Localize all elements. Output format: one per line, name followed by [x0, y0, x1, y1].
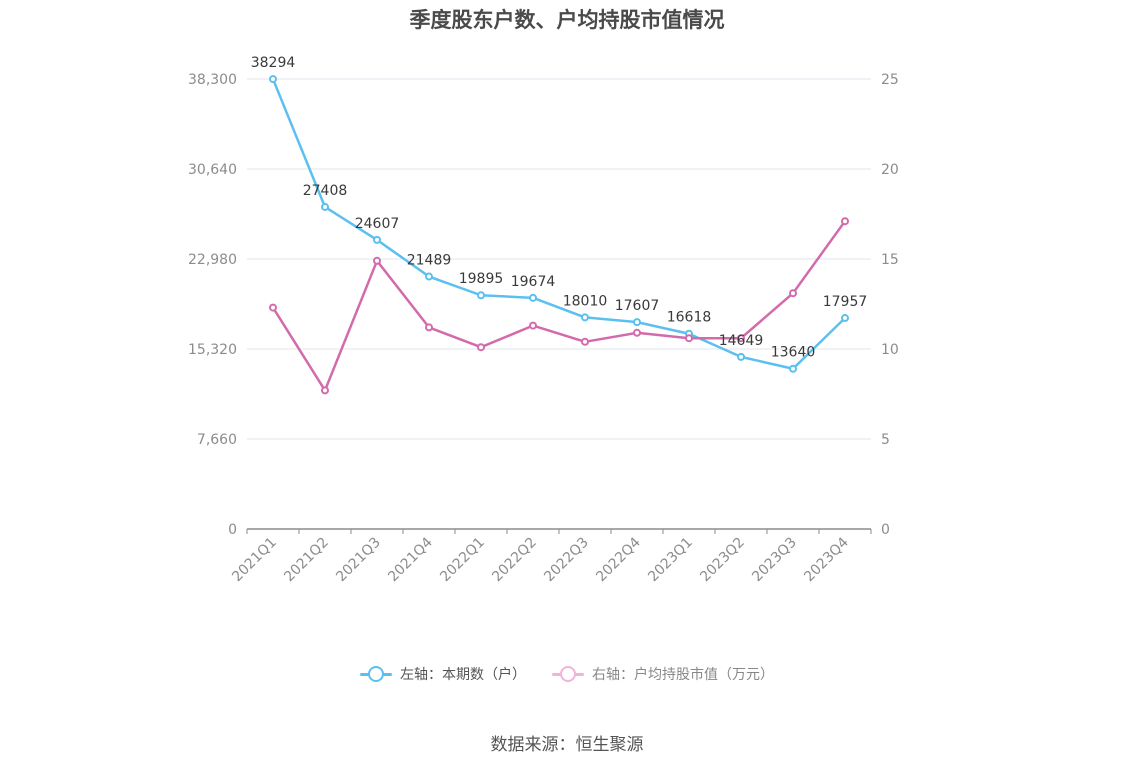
households-data-label: 17607 [615, 298, 660, 314]
avg-value-point [633, 328, 641, 337]
households-point [373, 235, 381, 244]
legend: 左轴：本期数（户） 右轴：户均持股市值（万元） [0, 664, 1134, 684]
x-axis-tick-label: 2022Q1 [437, 535, 488, 586]
avg-value-point [841, 217, 849, 226]
x-axis-tick-label: 2023Q1 [645, 535, 696, 586]
legend-item-households[interactable]: 左轴：本期数（户） [360, 664, 526, 684]
households-data-label: 38294 [251, 55, 296, 71]
x-axis-tick-label: 2022Q3 [541, 535, 592, 586]
avg-value-point [477, 343, 485, 352]
households-point [477, 291, 485, 300]
households-point [425, 272, 433, 281]
households-data-label: 17957 [823, 294, 868, 310]
grid-lines [247, 78, 871, 440]
chart-title: 季度股东户数、户均持股市值情况 [409, 8, 725, 32]
avg-value-point [321, 386, 329, 395]
avg-value-point [269, 303, 277, 312]
avg-value-point [373, 256, 381, 265]
households-data-label: 14649 [719, 333, 764, 349]
households-data-label: 24607 [355, 216, 400, 232]
households-data-label: 21489 [407, 253, 452, 269]
households-data-label: 18010 [563, 293, 608, 309]
legend-item-avg-value[interactable]: 右轴：户均持股市值（万元） [552, 664, 774, 684]
households-point [581, 313, 589, 322]
right-axis-tick-label: 15 [881, 252, 899, 268]
households-data-label: 16618 [667, 310, 712, 326]
data-source: 数据来源：恒生聚源 [490, 735, 644, 755]
avg-value-point [425, 323, 433, 332]
legend-label-households: 左轴：本期数（户） [400, 667, 526, 683]
x-axis-tick-label: 2021Q3 [333, 535, 384, 586]
left-axis-tick-label: 22,980 [188, 252, 237, 268]
right-axis-tick-label: 10 [881, 342, 899, 358]
households-line [271, 78, 846, 370]
x-axis-tick-label: 2021Q2 [281, 535, 332, 586]
avg-value-point [737, 334, 745, 343]
households-point [529, 293, 537, 302]
x-axis-tick-label: 2021Q4 [385, 534, 436, 585]
left-axis-tick-label: 15,320 [188, 342, 237, 358]
households-point [321, 202, 329, 211]
households-data-label: 19895 [459, 271, 504, 287]
households-point [789, 364, 797, 373]
households-point [633, 318, 641, 327]
right-axis-tick-label: 25 [881, 72, 899, 88]
avg-value-point [529, 321, 537, 330]
x-axis-tick-label: 2023Q2 [697, 535, 748, 586]
data-labels: 38294 27408 24607 21489 19895 19674 18010 17607… [251, 55, 868, 361]
legend-swatch-households-icon [360, 666, 392, 682]
households-data-label: 27408 [303, 183, 348, 199]
left-axis-tick-label: 7,660 [197, 432, 237, 448]
households-data-label: 19674 [511, 274, 556, 290]
x-axis-tick-label: 2023Q4 [801, 534, 852, 585]
left-axis-tick-label: 30,640 [188, 162, 237, 178]
households-point [841, 314, 849, 323]
left-axis-tick-label: 38,300 [188, 72, 237, 88]
avg-value-line [271, 220, 847, 392]
x-axis-tick-label: 2022Q2 [489, 535, 540, 586]
households-point [737, 352, 745, 361]
avg-value-point [685, 334, 693, 343]
x-axis-tick-label: 2023Q3 [749, 535, 800, 586]
right-axis-tick-label: 5 [881, 432, 890, 448]
households-point [269, 75, 277, 84]
left-axis-tick-label: 0 [228, 522, 237, 538]
right-axis-tick-label: 0 [881, 522, 890, 538]
legend-label-avg-value: 右轴：户均持股市值（万元） [592, 667, 774, 683]
households-data-label: 13640 [771, 345, 816, 361]
avg-value-point [789, 289, 797, 298]
right-axis-tick-label: 20 [881, 162, 899, 178]
x-axis-tick-label: 2022Q4 [593, 534, 644, 585]
legend-swatch-avg-value-icon [552, 666, 584, 682]
x-axis-tick-label: 2021Q1 [229, 535, 280, 586]
series [269, 75, 849, 395]
avg-value-point [581, 337, 589, 346]
